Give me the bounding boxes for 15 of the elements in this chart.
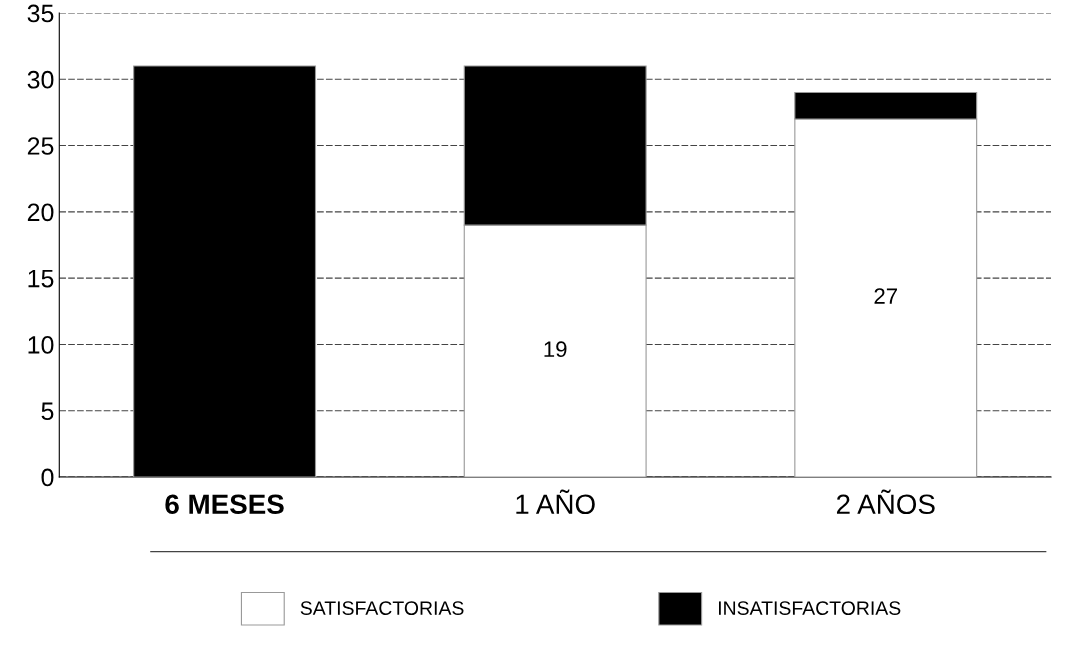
y-tick-label: 5: [41, 402, 54, 421]
data-label: 19: [544, 341, 567, 358]
y-tick-label: 30: [27, 70, 54, 89]
x-tick-label: 1 AÑO: [516, 489, 595, 515]
y-tick-label: 0: [41, 468, 54, 487]
y-tick-label: 25: [27, 137, 54, 155]
y-tick-label: 10: [28, 336, 54, 354]
x-tick-label: 6 MESES: [165, 494, 284, 515]
y-tick-label: 35: [27, 4, 54, 23]
legend-label: INSATISFACTORIAS: [718, 601, 901, 615]
y-tick-label: 20: [27, 203, 54, 222]
x-tick-label: 2 AÑOS: [836, 489, 935, 515]
data-label: 27: [874, 288, 897, 304]
legend-label: SATISFACTORIAS: [300, 601, 464, 615]
y-tick-label: 15: [28, 270, 54, 288]
